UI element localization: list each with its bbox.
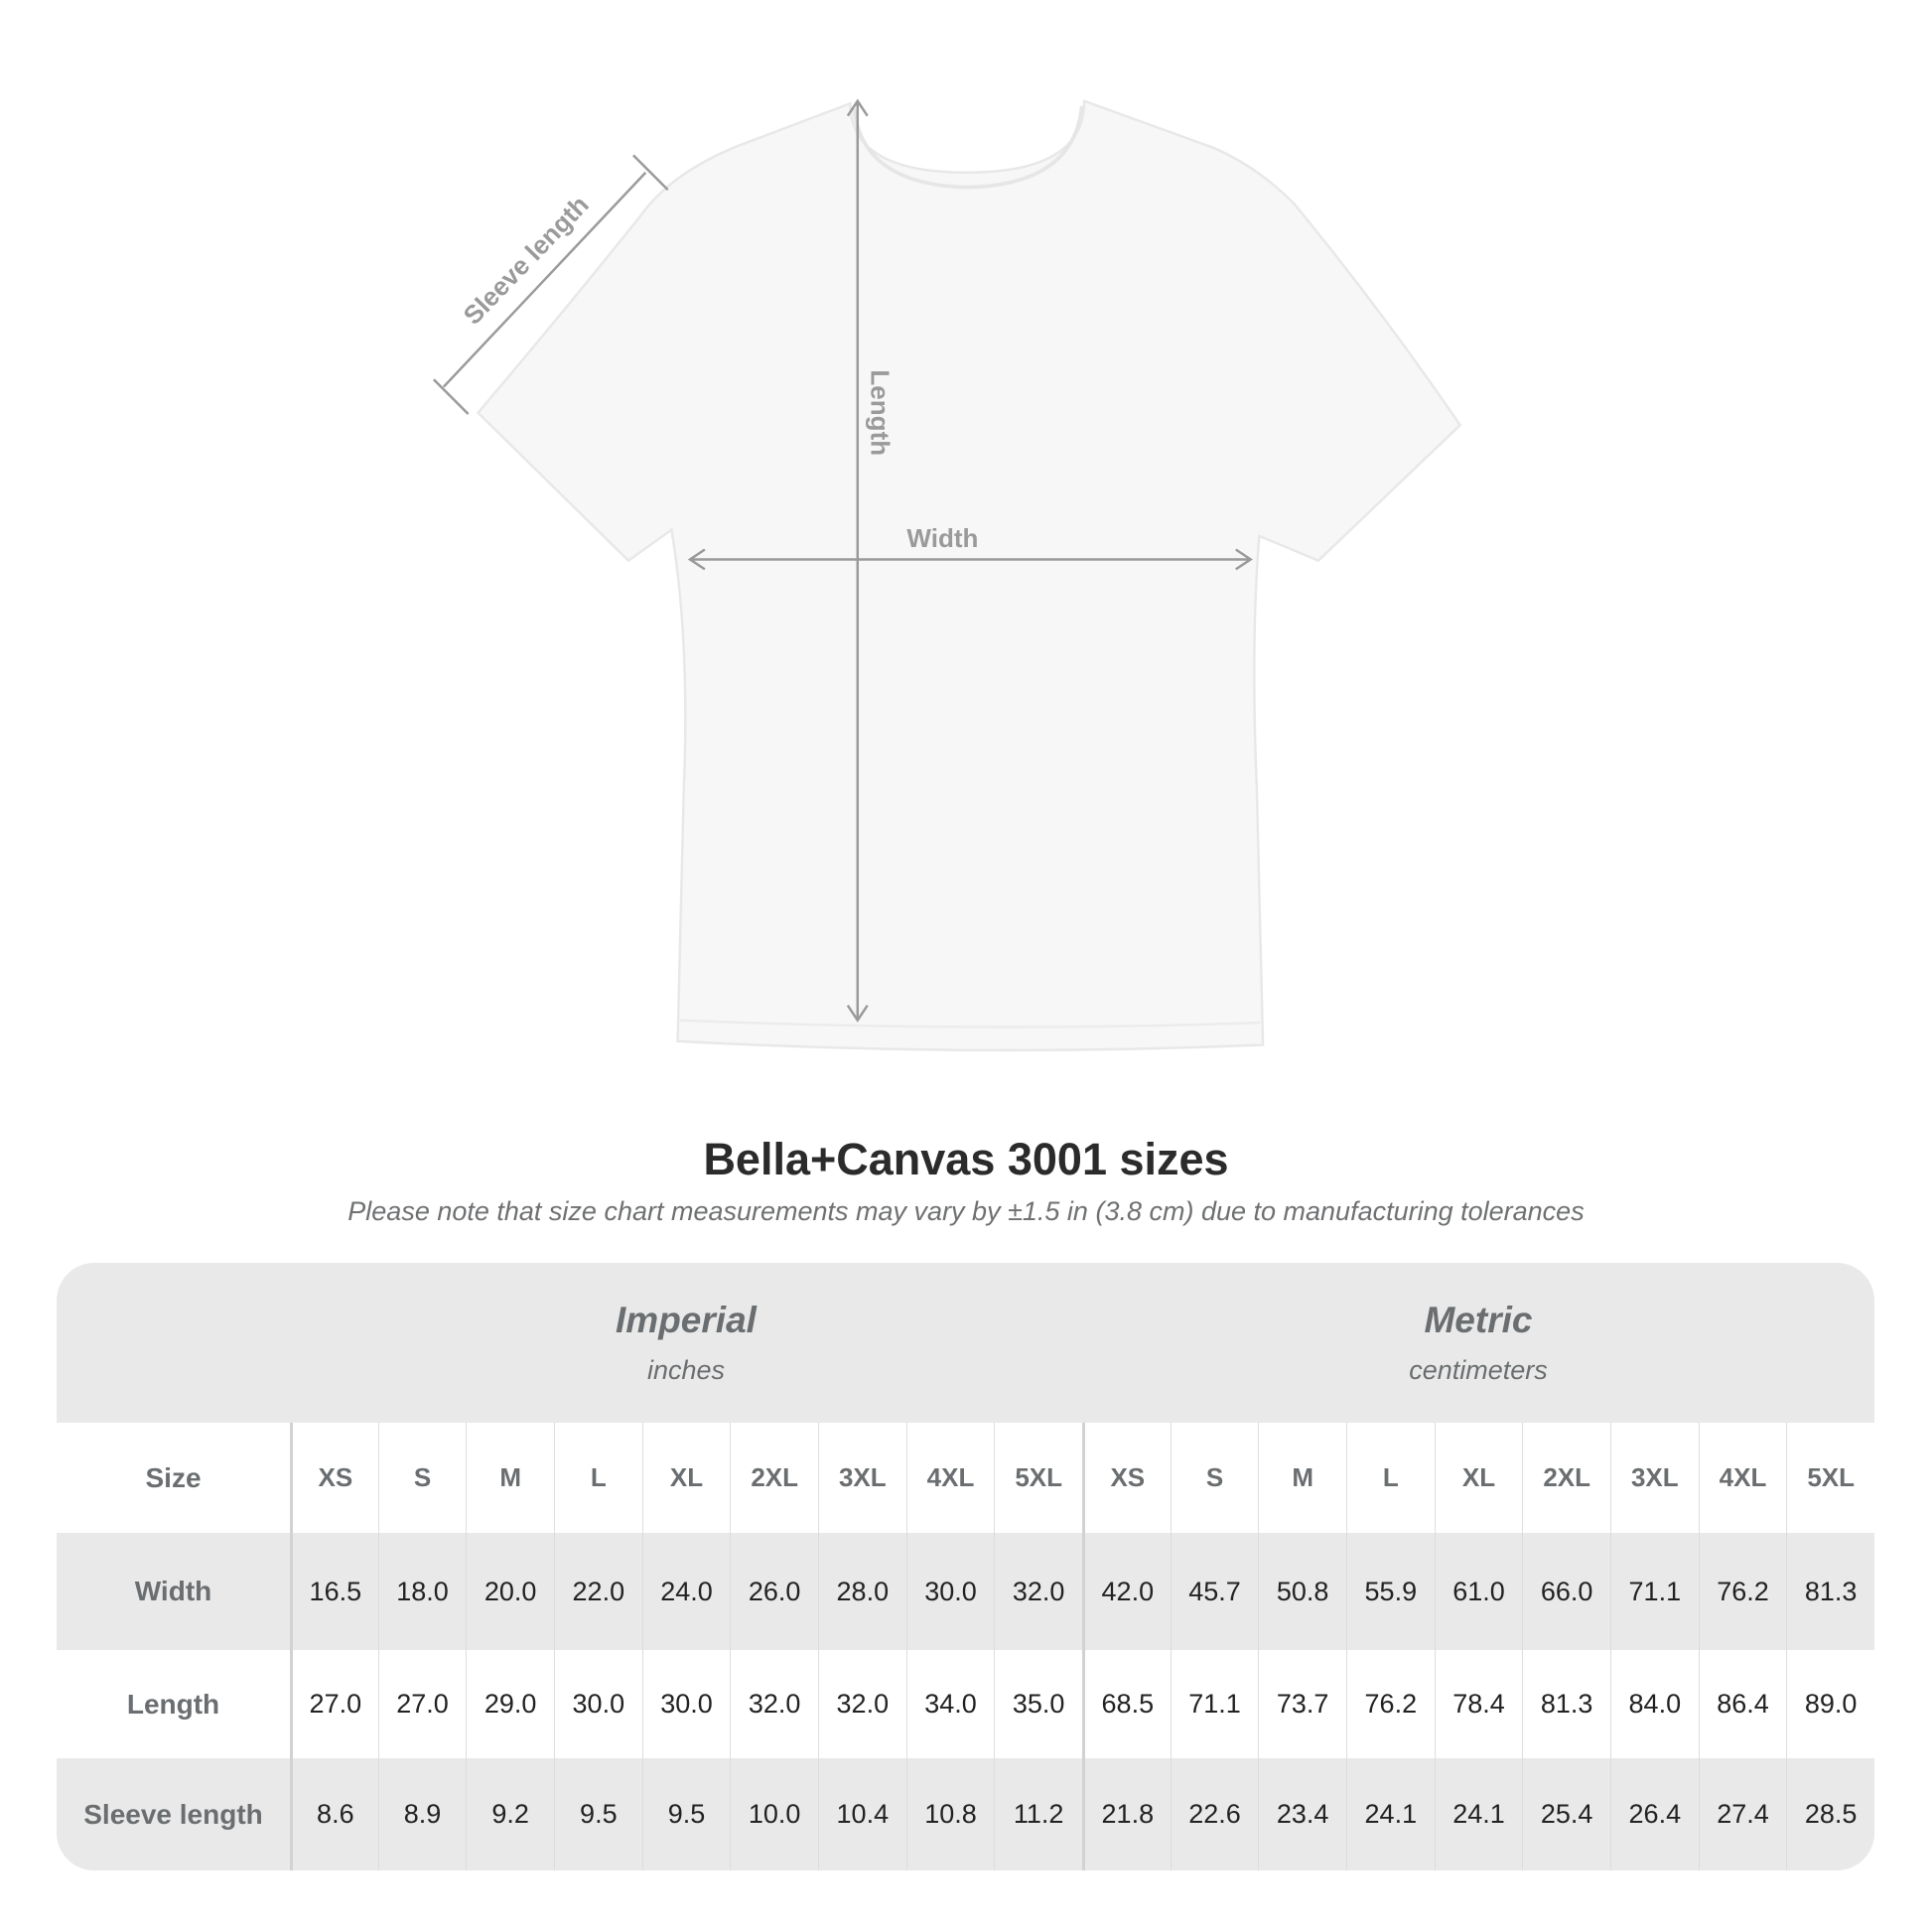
table-cell: 34.0 — [905, 1650, 995, 1758]
table-cell: 84.0 — [1609, 1650, 1699, 1758]
table-cell: 30.0 — [641, 1650, 731, 1758]
table-cell: 10.8 — [905, 1758, 995, 1870]
group-header-metric: Metric centimeters — [1082, 1263, 1874, 1423]
table-cell: 32.0 — [817, 1650, 906, 1758]
table-cell: 76.2 — [1345, 1650, 1435, 1758]
size-header-cell: XL — [1434, 1423, 1523, 1533]
table-cell: 27.0 — [290, 1650, 378, 1758]
table-cell: 9.5 — [641, 1758, 731, 1870]
table-cell: 24.0 — [641, 1533, 731, 1650]
table-cell: 30.0 — [905, 1533, 995, 1650]
table-cell: 22.6 — [1170, 1758, 1259, 1870]
sleeve-line — [442, 171, 647, 388]
table-cell: 61.0 — [1434, 1533, 1523, 1650]
table-cell: 42.0 — [1081, 1533, 1171, 1650]
table-cell: 25.4 — [1522, 1758, 1610, 1870]
table-cell: 86.4 — [1698, 1650, 1787, 1758]
size-header-cell: 2XL — [1522, 1423, 1610, 1533]
hem-line — [680, 1019, 1261, 1029]
sleeve-tick-a — [432, 378, 470, 415]
width-arrow-left — [687, 548, 706, 571]
table-cell: 24.1 — [1434, 1758, 1523, 1870]
tolerance-note: Please note that size chart measurements… — [347, 1196, 1585, 1226]
size-header-cell: S — [377, 1423, 467, 1533]
size-header-cell: 4XL — [905, 1423, 995, 1533]
table-cell: 11.2 — [994, 1758, 1082, 1870]
table-cell: 66.0 — [1522, 1533, 1610, 1650]
table-cell: 71.1 — [1609, 1533, 1699, 1650]
size-header-cell: M — [1258, 1423, 1346, 1533]
table-cell: 27.0 — [377, 1650, 467, 1758]
table-cell: 50.8 — [1258, 1533, 1346, 1650]
size-chart-table: Imperial inches Metric centimeters Size XS S M L… — [57, 1263, 1874, 1870]
group-name: Imperial — [616, 1300, 757, 1340]
table-cell: 71.1 — [1170, 1650, 1259, 1758]
table-cell: 55.9 — [1345, 1533, 1435, 1650]
table-cell: 24.1 — [1345, 1758, 1435, 1870]
sleeve-tick-b — [632, 154, 669, 192]
table-cell: 76.2 — [1698, 1533, 1787, 1650]
table-cell: 81.3 — [1786, 1533, 1874, 1650]
table-cell: 23.4 — [1258, 1758, 1346, 1870]
table-cell: 28.0 — [817, 1533, 906, 1650]
group-name: Metric — [1424, 1300, 1533, 1340]
size-header-cell: 4XL — [1698, 1423, 1787, 1533]
size-header-label: Size — [57, 1423, 290, 1533]
length-label: Length — [865, 369, 895, 456]
size-header-cell: 3XL — [817, 1423, 906, 1533]
table-cell: 18.0 — [377, 1533, 467, 1650]
table-cell: 81.3 — [1522, 1650, 1610, 1758]
table-cell: 32.0 — [994, 1533, 1082, 1650]
size-header-cell: 5XL — [1786, 1423, 1874, 1533]
size-header-cell: L — [1345, 1423, 1435, 1533]
size-header-cell: 2XL — [730, 1423, 818, 1533]
group-header-imperial: Imperial inches — [290, 1263, 1082, 1423]
row-label-width: Width — [57, 1533, 290, 1650]
length-arrow-top — [846, 98, 869, 117]
size-header-cell: XS — [1081, 1423, 1171, 1533]
table-cell: 10.0 — [730, 1758, 818, 1870]
size-header-cell: XS — [290, 1423, 378, 1533]
row-label-sleeve-length: Sleeve length — [57, 1758, 290, 1870]
table-cell: 22.0 — [553, 1533, 642, 1650]
size-header-cell: M — [466, 1423, 554, 1533]
size-header-cell: XL — [641, 1423, 731, 1533]
table-cell: 27.4 — [1698, 1758, 1787, 1870]
table-cell: 78.4 — [1434, 1650, 1523, 1758]
page-title: Bella+Canvas 3001 sizes — [703, 1134, 1229, 1184]
length-arrow-bottom — [846, 1005, 869, 1023]
group-unit: centimeters — [1409, 1355, 1548, 1385]
table-cell: 26.4 — [1609, 1758, 1699, 1870]
row-label-length: Length — [57, 1650, 290, 1758]
width-arrow-right — [1235, 548, 1253, 571]
table-cell: 8.6 — [290, 1758, 378, 1870]
table-cell: 32.0 — [730, 1650, 818, 1758]
table-cell: 8.9 — [377, 1758, 467, 1870]
width-label: Width — [906, 523, 978, 553]
table-cell: 30.0 — [553, 1650, 642, 1758]
size-header-cell: S — [1170, 1423, 1259, 1533]
table-cell: 10.4 — [817, 1758, 906, 1870]
size-header-cell: L — [553, 1423, 642, 1533]
collar — [852, 105, 1084, 190]
table-cell: 35.0 — [994, 1650, 1082, 1758]
table-cell: 9.5 — [553, 1758, 642, 1870]
tshirt-body — [476, 98, 1462, 1052]
table-cell: 21.8 — [1081, 1758, 1171, 1870]
table-cell: 73.7 — [1258, 1650, 1346, 1758]
table-cell: 26.0 — [730, 1533, 818, 1650]
table-cell: 68.5 — [1081, 1650, 1171, 1758]
table-cell: 9.2 — [466, 1758, 554, 1870]
size-header-cell: 5XL — [994, 1423, 1082, 1533]
table-cell: 29.0 — [466, 1650, 554, 1758]
size-header-cell: 3XL — [1609, 1423, 1699, 1533]
table-cell: 28.5 — [1786, 1758, 1874, 1870]
table-cell: 89.0 — [1786, 1650, 1874, 1758]
group-unit: inches — [646, 1355, 726, 1385]
table-cell: 20.0 — [466, 1533, 554, 1650]
table-cell: 45.7 — [1170, 1533, 1259, 1650]
table-cell: 16.5 — [290, 1533, 378, 1650]
